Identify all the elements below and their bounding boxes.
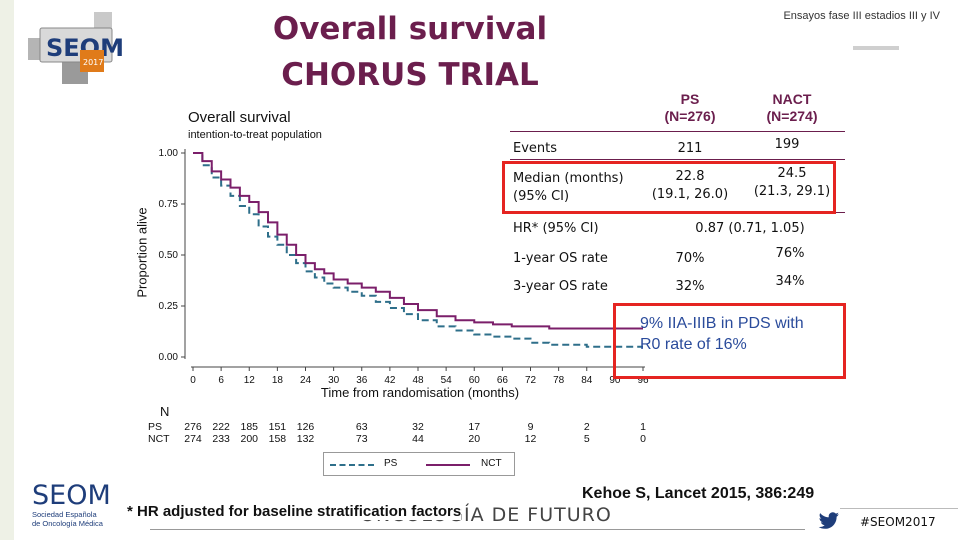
y-tick-label: 0.75 xyxy=(159,199,179,210)
x-tick-label: 12 xyxy=(244,375,256,386)
x-tick-label: 18 xyxy=(272,375,284,386)
y-tick-label: 0.50 xyxy=(159,250,179,261)
x-tick-label: 30 xyxy=(328,375,340,386)
risk-cell-nct: 73 xyxy=(355,433,368,445)
x-tick-label: 48 xyxy=(412,375,424,386)
results-table: PS (N=276) NACT (N=274) Events 211 199 Med… xyxy=(505,88,850,303)
y-tick-label: 0.00 xyxy=(159,352,179,363)
risk-cell-nct: 132 xyxy=(296,433,315,445)
row-3yr-nact: 34% xyxy=(775,274,805,289)
legend-ps-line xyxy=(330,464,374,466)
row-3yr-label: 3-year OS rate xyxy=(513,279,608,294)
table-rule-events xyxy=(510,159,845,160)
risk-cell-nct: 200 xyxy=(240,433,259,445)
row-events-ps: 211 xyxy=(677,141,703,156)
x-tick-label: 54 xyxy=(441,375,453,386)
risk-cell-nct: 44 xyxy=(412,433,424,445)
row-1yr-label: 1-year OS rate xyxy=(513,251,608,266)
hr-footnote: * HR adjusted for baseline stratificatio… xyxy=(127,503,462,520)
x-tick-label: 36 xyxy=(356,375,368,386)
row-1yr-nact: 76% xyxy=(775,246,805,261)
risk-cell-ps: 17 xyxy=(468,421,481,433)
risk-cell-ps: 151 xyxy=(268,421,287,433)
x-ticks: 0 6 12 18 24 30 36 42 48 54 60 66 72 78 84 90 96 xyxy=(190,367,649,386)
x-tick-label: 78 xyxy=(553,375,565,386)
risk-cell-ps: 185 xyxy=(240,421,259,433)
legend-nct-line xyxy=(426,464,470,466)
row-median-ci-label: (95% CI) xyxy=(513,189,570,204)
survival-curves xyxy=(193,152,643,348)
row-median-ps: 22.8 xyxy=(675,169,705,184)
risk-table-title: N xyxy=(160,404,170,419)
row-events-label: Events xyxy=(513,141,558,156)
risk-cell-nct: 274 xyxy=(184,433,202,445)
risk-row-ps-label: PS xyxy=(148,421,163,433)
table-rule-top xyxy=(510,131,845,132)
risk-cell-nct: 5 xyxy=(583,433,590,445)
right-rule xyxy=(840,508,958,509)
risk-cell-nct: 20 xyxy=(468,433,481,445)
col-header-ps: PS (N=276) xyxy=(664,91,716,124)
x-tick-label: 84 xyxy=(581,375,593,386)
left-stripe xyxy=(0,0,14,540)
risk-cell-nct: 0 xyxy=(640,433,646,445)
row-1yr-ps: 70% xyxy=(675,251,705,266)
slide-subtitle: Ensayos fase III estadios III y IV xyxy=(783,10,940,22)
twitter-icon xyxy=(818,512,840,530)
svg-text:2017: 2017 xyxy=(83,58,103,67)
slide-title: Overall survival CHORUS TRIAL xyxy=(272,11,548,93)
x-tick-label: 90 xyxy=(609,375,621,386)
row-median-nact: 24.5 xyxy=(777,166,807,181)
seom-2017-logo: SEOM 2017 xyxy=(22,8,127,88)
x-tick-label: 60 xyxy=(469,375,481,386)
x-tick-label: 66 xyxy=(497,375,509,386)
decorative-bar xyxy=(853,46,899,50)
chart-legend: PS NCT xyxy=(323,452,515,476)
x-tick-label: 0 xyxy=(190,375,196,386)
row-events-nact: 199 xyxy=(774,137,800,152)
risk-cell-nct: 233 xyxy=(212,433,230,445)
x-tick-label: 96 xyxy=(637,375,649,386)
hashtag: #SEOM2017 xyxy=(860,515,936,529)
seom-society-logo: SEOM Sociedad Española de Oncología Médi… xyxy=(32,480,111,529)
x-tick-label: 6 xyxy=(218,375,224,386)
x-tick-label: 72 xyxy=(525,375,537,386)
risk-cell-ps: 126 xyxy=(296,421,315,433)
median-highlight-box xyxy=(502,161,836,214)
row-hr-value: 0.87 (0.71, 1.05) xyxy=(695,221,805,236)
citation: Kehoe S, Lancet 2015, 386:249 xyxy=(582,485,815,502)
row-hr-label: HR* (95% CI) xyxy=(513,221,599,236)
y-tick-label: 1.00 xyxy=(159,148,179,159)
risk-cell-nct: 158 xyxy=(268,433,287,445)
legend-ps-label: PS xyxy=(384,458,398,469)
footer-rule xyxy=(150,529,805,530)
x-axis-label: Time from randomisation (months) xyxy=(320,385,520,400)
callout-highlight-box xyxy=(613,303,846,379)
row-3yr-ps: 32% xyxy=(675,279,705,294)
risk-cell-ps: 1 xyxy=(640,421,646,433)
chart-title: Overall survival xyxy=(188,109,291,126)
y-ticks: 0.00 0.25 0.50 0.75 1.00 xyxy=(159,148,185,363)
row-median-ps-ci: (19.1, 26.0) xyxy=(651,187,729,202)
risk-cell-ps: 63 xyxy=(355,421,368,433)
y-tick-label: 0.25 xyxy=(159,301,179,312)
risk-cell-nct: 12 xyxy=(524,433,537,445)
callout-text: 9% IIA-IIIB in PDS with R0 rate of 16% xyxy=(640,315,804,353)
row-median-label: Median (months) xyxy=(513,171,624,186)
risk-cell-ps: 2 xyxy=(583,421,590,433)
curve-ps xyxy=(193,152,643,348)
chart-subtitle: intention-to-treat population xyxy=(188,129,322,141)
risk-cell-ps: 222 xyxy=(212,421,230,433)
risk-cell-ps: 32 xyxy=(412,421,424,433)
x-tick-label: 24 xyxy=(300,375,312,386)
risk-cell-ps: 9 xyxy=(527,421,534,433)
risk-row-nct-label: NCT xyxy=(148,433,170,445)
curve-nact xyxy=(193,152,643,330)
x-tick-label: 42 xyxy=(384,375,396,386)
risk-cell-ps: 276 xyxy=(184,421,202,433)
col-header-nact: NACT (N=274) xyxy=(766,91,818,124)
row-median-nact-ci: (21.3, 29.1) xyxy=(753,184,831,199)
legend-nct-label: NCT xyxy=(481,458,502,469)
